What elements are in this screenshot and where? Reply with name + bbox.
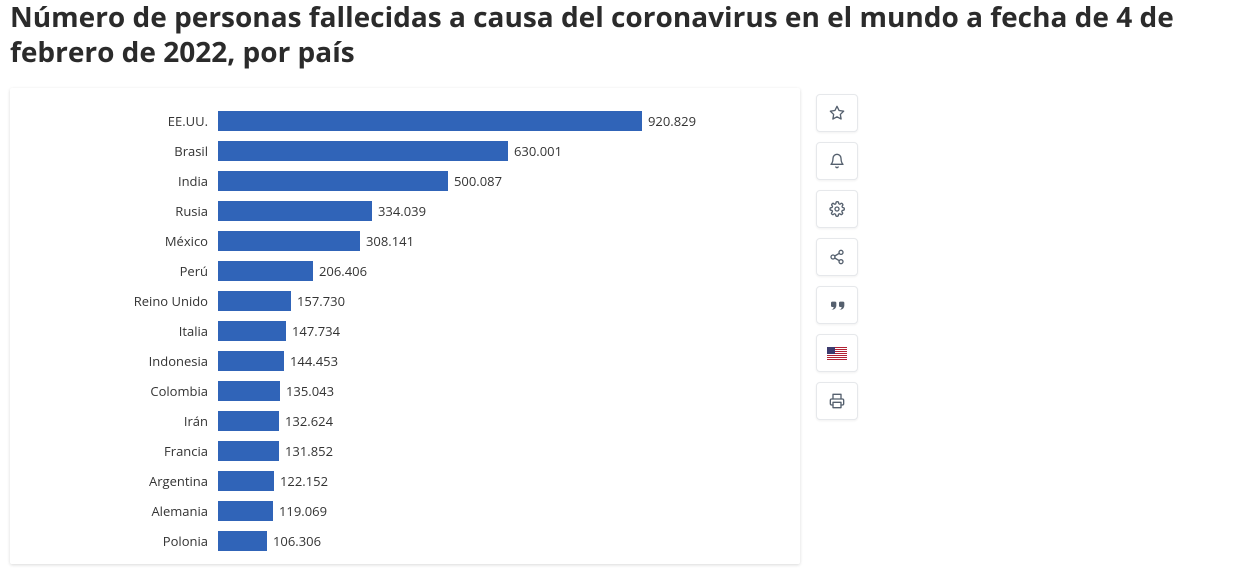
print-icon — [829, 393, 845, 409]
bar-value-label: 206.406 — [319, 262, 367, 280]
cite-button[interactable] — [816, 286, 858, 324]
bar-row: Italia 147.734 — [18, 316, 784, 346]
share-button[interactable] — [816, 238, 858, 276]
bar-fill[interactable] — [218, 381, 280, 401]
bar-category-label: Indonesia — [18, 352, 218, 370]
bar-category-label: Brasil — [18, 142, 218, 160]
share-icon — [829, 249, 845, 265]
bar-value-label: 131.852 — [285, 442, 333, 460]
bar-fill[interactable] — [218, 291, 291, 311]
bar-category-label: Reino Unido — [18, 292, 218, 310]
bar-category-label: Rusia — [18, 202, 218, 220]
print-button[interactable] — [816, 382, 858, 420]
favorite-button[interactable] — [816, 94, 858, 132]
bar-value-label: 500.087 — [454, 172, 502, 190]
bar-fill[interactable] — [218, 471, 274, 491]
bar-track: 157.730 — [218, 291, 784, 311]
bar-row: Reino Unido 157.730 — [18, 286, 784, 316]
bar-track: 630.001 — [218, 141, 784, 161]
bar-track: 144.453 — [218, 351, 784, 371]
bar-track: 147.734 — [218, 321, 784, 341]
bar-row: Brasil 630.001 — [18, 136, 784, 166]
bar-fill[interactable] — [218, 111, 642, 131]
bar-value-label: 119.069 — [279, 502, 327, 520]
bar-value-label: 132.624 — [285, 412, 333, 430]
bar-track: 106.306 — [218, 531, 784, 551]
bar-category-label: Alemania — [18, 502, 218, 520]
bar-value-label: 135.043 — [286, 382, 334, 400]
flag-us-icon — [827, 347, 847, 360]
star-icon — [829, 105, 845, 121]
language-button[interactable] — [816, 334, 858, 372]
bar-row: Colombia 135.043 — [18, 376, 784, 406]
bar-row: México 308.141 — [18, 226, 784, 256]
bell-icon — [829, 153, 845, 169]
bar-value-label: 630.001 — [514, 142, 562, 160]
bar-category-label: Argentina — [18, 472, 218, 490]
bar-row: Alemania 119.069 — [18, 496, 784, 526]
quote-icon — [829, 297, 845, 313]
bar-fill[interactable] — [218, 501, 273, 521]
bar-category-label: Irán — [18, 412, 218, 430]
bar-track: 119.069 — [218, 501, 784, 521]
bar-value-label: 144.453 — [290, 352, 338, 370]
bar-row: India 500.087 — [18, 166, 784, 196]
bar-row: Rusia 334.039 — [18, 196, 784, 226]
bar-row: Argentina 122.152 — [18, 466, 784, 496]
chart-tools-sidebar — [816, 94, 858, 420]
bar-track: 131.852 — [218, 441, 784, 461]
bar-track: 500.087 — [218, 171, 784, 191]
bar-track: 308.141 — [218, 231, 784, 251]
bar-row: Irán 132.624 — [18, 406, 784, 436]
bar-row: Perú 206.406 — [18, 256, 784, 286]
bar-row: EE.UU. 920.829 — [18, 106, 784, 136]
bar-track: 132.624 — [218, 411, 784, 431]
bar-category-label: India — [18, 172, 218, 190]
bar-value-label: 334.039 — [378, 202, 426, 220]
bar-row: Polonia 106.306 — [18, 526, 784, 556]
gear-icon — [829, 201, 845, 217]
bar-track: 920.829 — [218, 111, 784, 131]
bar-track: 122.152 — [218, 471, 784, 491]
bar-row: Francia 131.852 — [18, 436, 784, 466]
bar-category-label: Colombia — [18, 382, 218, 400]
bar-value-label: 147.734 — [292, 322, 340, 340]
bar-value-label: 106.306 — [273, 532, 321, 550]
bar-track: 206.406 — [218, 261, 784, 281]
bar-fill[interactable] — [218, 201, 372, 221]
bar-fill[interactable] — [218, 411, 279, 431]
bar-track: 135.043 — [218, 381, 784, 401]
bar-value-label: 308.141 — [366, 232, 414, 250]
bar-category-label: Francia — [18, 442, 218, 460]
settings-button[interactable] — [816, 190, 858, 228]
bar-value-label: 920.829 — [648, 112, 696, 130]
bar-track: 334.039 — [218, 201, 784, 221]
bar-fill[interactable] — [218, 261, 313, 281]
bar-fill[interactable] — [218, 141, 508, 161]
bar-value-label: 122.152 — [280, 472, 328, 490]
bar-fill[interactable] — [218, 531, 267, 551]
page-title: Número de personas fallecidas a causa de… — [10, 0, 1224, 70]
bar-category-label: Perú — [18, 262, 218, 280]
bar-fill[interactable] — [218, 231, 360, 251]
bar-category-label: EE.UU. — [18, 112, 218, 130]
notify-button[interactable] — [816, 142, 858, 180]
chart-card: EE.UU. 920.829 Brasil 630.001 India 500.087 Ru… — [10, 88, 800, 564]
bar-category-label: Italia — [18, 322, 218, 340]
bar-category-label: Polonia — [18, 532, 218, 550]
bar-category-label: México — [18, 232, 218, 250]
bar-row: Indonesia 144.453 — [18, 346, 784, 376]
bar-value-label: 157.730 — [297, 292, 345, 310]
bar-chart: EE.UU. 920.829 Brasil 630.001 India 500.087 Ru… — [18, 96, 784, 556]
bar-fill[interactable] — [218, 171, 448, 191]
bar-fill[interactable] — [218, 351, 284, 371]
bar-fill[interactable] — [218, 441, 279, 461]
bar-fill[interactable] — [218, 321, 286, 341]
